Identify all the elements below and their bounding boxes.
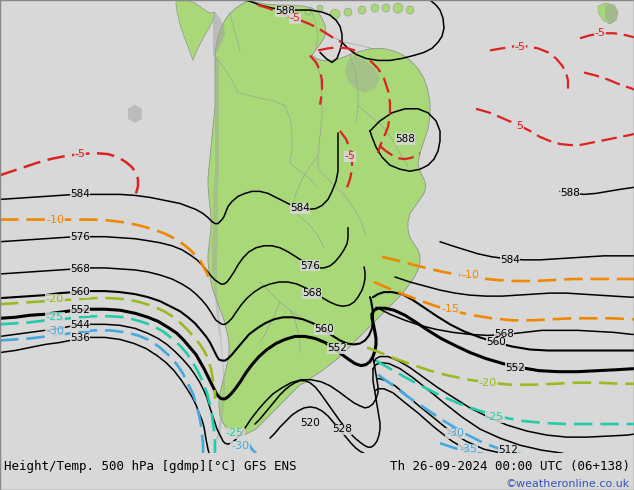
Text: 552: 552 [70, 305, 90, 315]
Text: 544: 544 [70, 320, 90, 330]
Text: 5: 5 [517, 121, 524, 131]
Text: -20: -20 [46, 294, 64, 304]
Text: -35: -35 [459, 444, 477, 454]
Text: -5: -5 [515, 42, 526, 52]
Polygon shape [345, 55, 380, 93]
Text: -15: -15 [441, 304, 459, 314]
Text: -5: -5 [595, 28, 605, 38]
Circle shape [406, 6, 414, 14]
Text: 588: 588 [560, 188, 580, 198]
Polygon shape [208, 0, 430, 436]
Text: 588: 588 [275, 6, 295, 16]
Text: 520: 520 [300, 418, 320, 428]
Circle shape [371, 4, 379, 12]
Text: 588: 588 [395, 134, 415, 144]
Text: 552: 552 [505, 363, 525, 372]
Text: Th 26-09-2024 00:00 UTC (06+138): Th 26-09-2024 00:00 UTC (06+138) [390, 460, 630, 473]
Text: 584: 584 [500, 255, 520, 265]
Text: 584: 584 [290, 203, 310, 214]
Circle shape [344, 8, 352, 16]
Circle shape [358, 6, 366, 14]
Polygon shape [212, 56, 225, 439]
Text: 512: 512 [498, 445, 518, 455]
Text: -10: -10 [46, 215, 64, 224]
Text: -20: -20 [479, 378, 497, 388]
Text: -25: -25 [486, 412, 504, 422]
Text: 576: 576 [300, 261, 320, 271]
Polygon shape [128, 105, 142, 123]
Text: -30: -30 [231, 441, 249, 451]
Text: -30: -30 [46, 326, 64, 336]
Circle shape [330, 9, 340, 19]
Text: -25: -25 [226, 428, 244, 438]
Text: 560: 560 [314, 324, 334, 334]
Text: 560: 560 [486, 338, 506, 347]
Text: 552: 552 [327, 343, 347, 353]
Text: 576: 576 [70, 232, 90, 242]
Text: -5: -5 [344, 151, 356, 161]
Circle shape [305, 9, 311, 15]
Text: ©weatheronline.co.uk: ©weatheronline.co.uk [506, 479, 630, 489]
Text: 528: 528 [332, 424, 352, 434]
Text: 568: 568 [494, 329, 514, 340]
Polygon shape [605, 5, 618, 24]
Text: 568: 568 [302, 288, 322, 298]
Text: -25: -25 [46, 312, 64, 322]
Text: -5: -5 [75, 149, 86, 159]
Text: 560: 560 [70, 287, 90, 297]
Text: -5: -5 [290, 13, 301, 23]
Circle shape [317, 5, 323, 11]
Polygon shape [176, 0, 215, 60]
Text: 536: 536 [70, 333, 90, 343]
Text: Height/Temp. 500 hPa [gdmp][°C] GFS ENS: Height/Temp. 500 hPa [gdmp][°C] GFS ENS [4, 460, 297, 473]
Circle shape [393, 3, 403, 13]
Polygon shape [213, 12, 225, 56]
Text: 584: 584 [70, 190, 90, 199]
Text: 568: 568 [70, 264, 90, 274]
Polygon shape [598, 3, 618, 24]
Circle shape [382, 4, 390, 12]
Text: -10: -10 [461, 270, 479, 280]
Text: -30: -30 [446, 428, 464, 438]
